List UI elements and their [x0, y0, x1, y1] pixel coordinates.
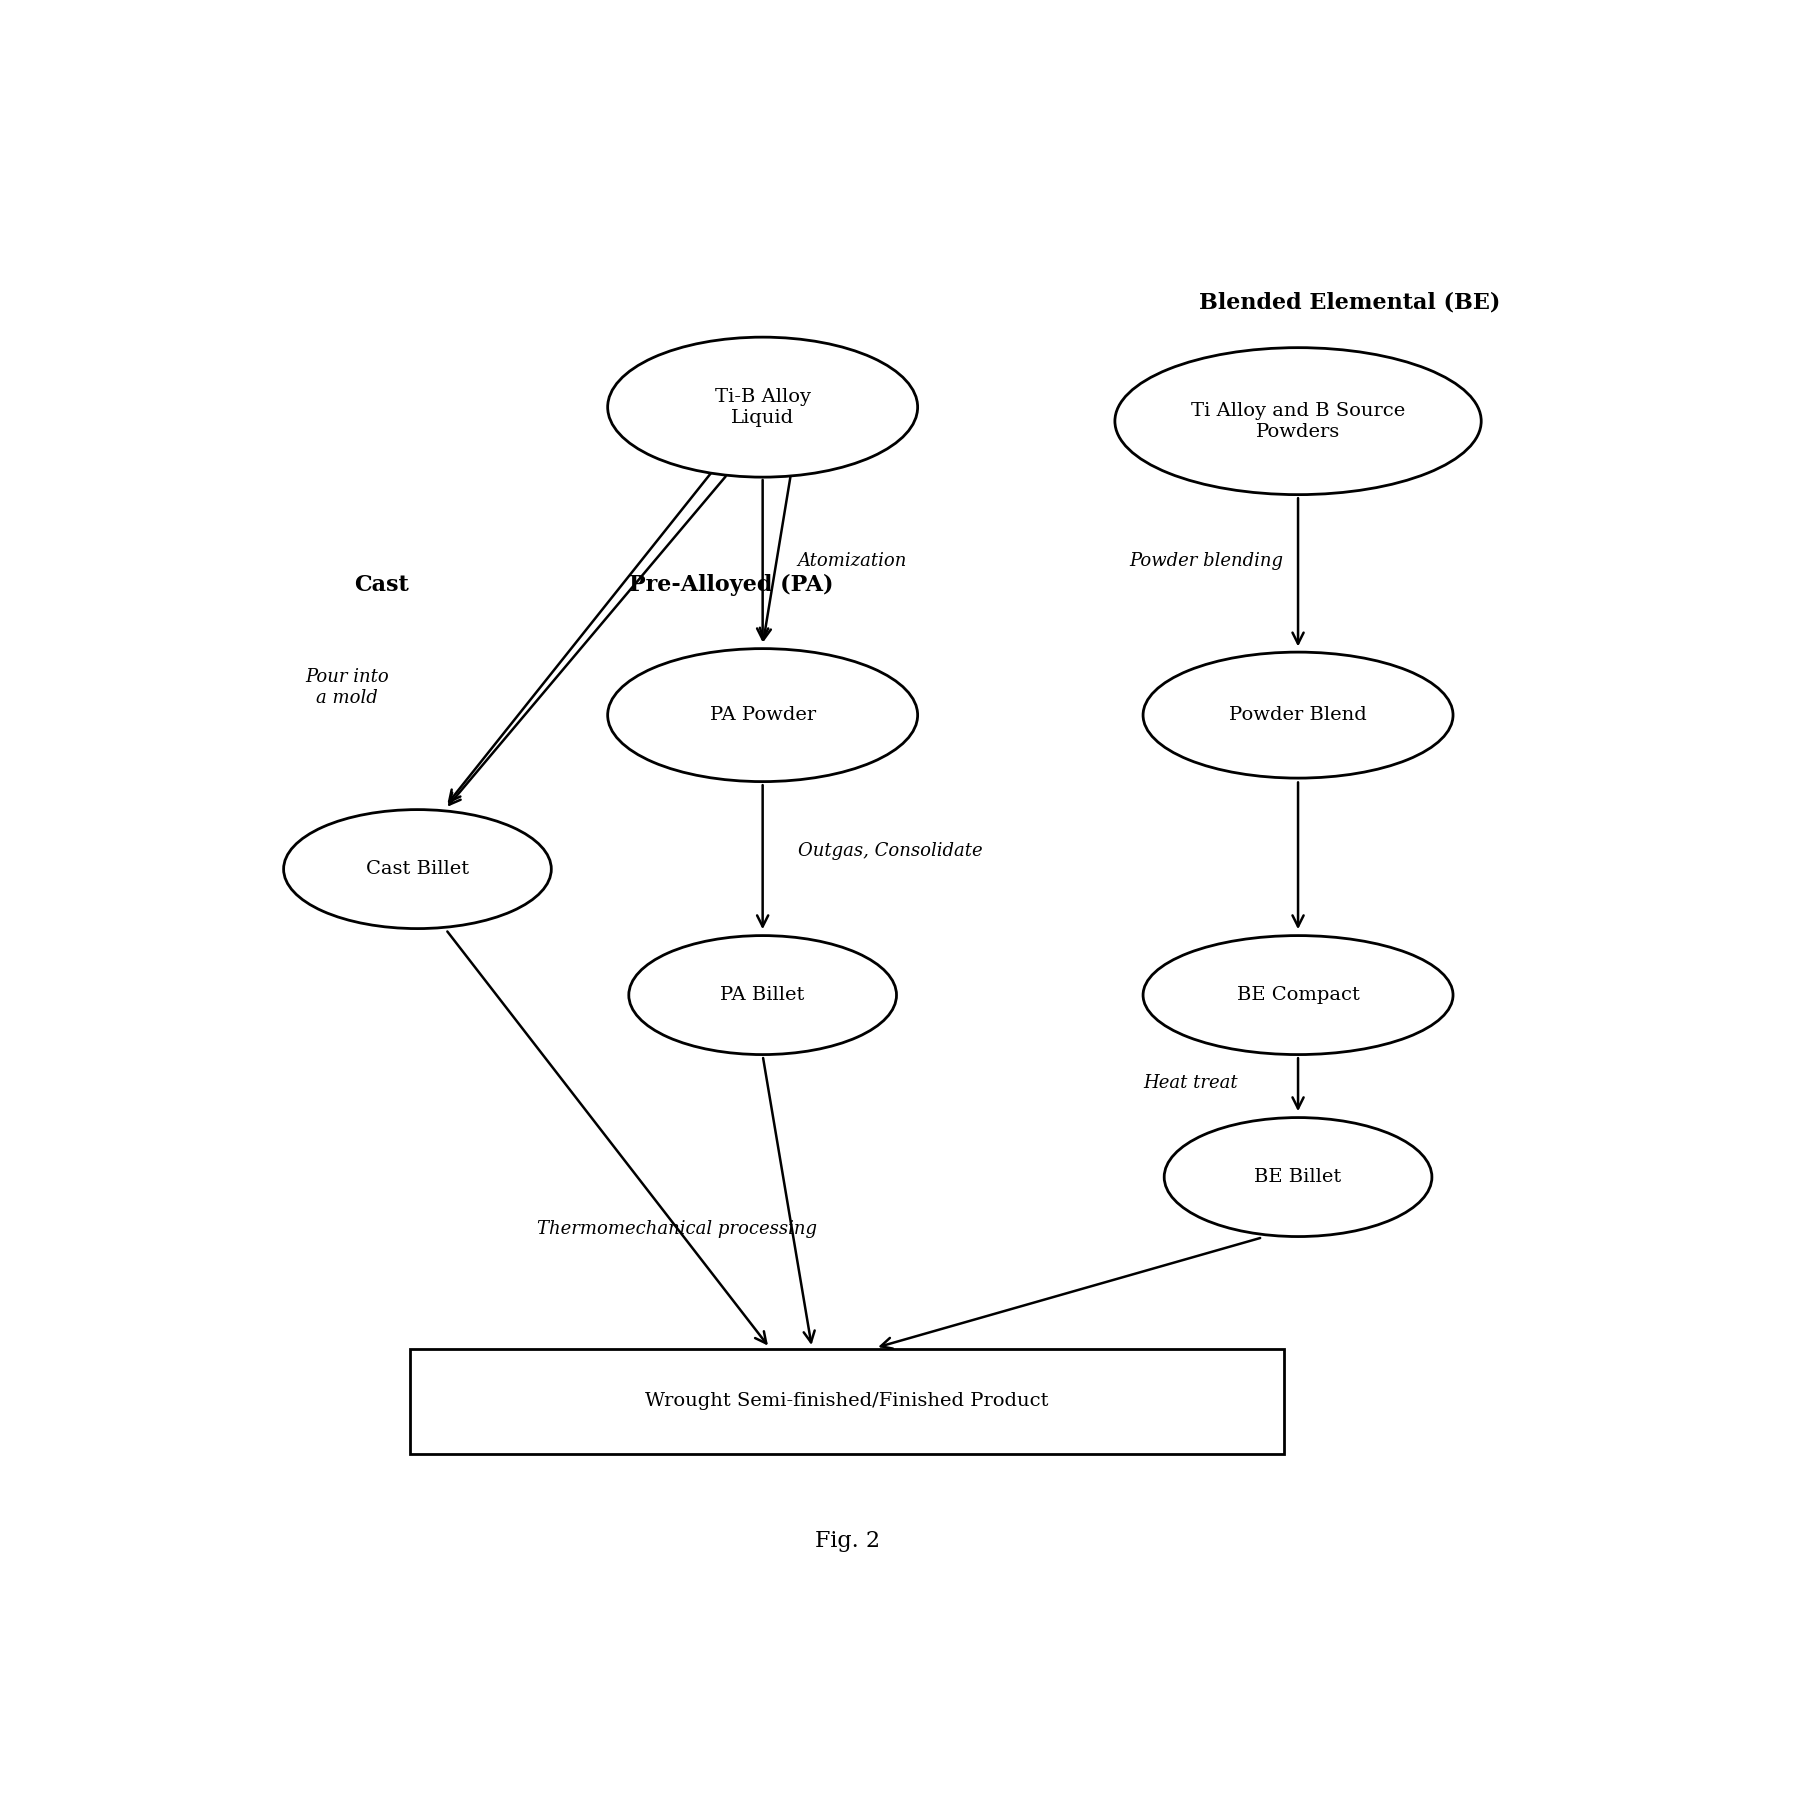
Ellipse shape — [1144, 653, 1453, 778]
Ellipse shape — [284, 809, 551, 929]
FancyBboxPatch shape — [411, 1349, 1284, 1454]
Text: Pour into
a mold: Pour into a mold — [305, 667, 389, 707]
Text: BE Compact: BE Compact — [1236, 985, 1360, 1004]
Ellipse shape — [629, 936, 896, 1054]
Text: Outgas, Consolidate: Outgas, Consolidate — [798, 842, 982, 860]
Text: Powder blending: Powder blending — [1129, 553, 1284, 571]
Text: Atomization: Atomization — [798, 553, 907, 571]
Text: PA Powder: PA Powder — [709, 705, 816, 724]
Text: Thermomechanical processing: Thermomechanical processing — [538, 1220, 818, 1238]
Text: Ti Alloy and B Source
Powders: Ti Alloy and B Source Powders — [1191, 402, 1405, 440]
Text: Fig. 2: Fig. 2 — [814, 1531, 880, 1553]
Ellipse shape — [1114, 347, 1482, 494]
Text: Cast: Cast — [355, 574, 409, 596]
Text: Blended Elemental (BE): Blended Elemental (BE) — [1200, 291, 1502, 313]
Text: Ti-B Alloy
Liquid: Ti-B Alloy Liquid — [714, 387, 811, 427]
Ellipse shape — [1144, 936, 1453, 1054]
Text: Heat treat: Heat treat — [1144, 1074, 1238, 1093]
Text: Cast Billet: Cast Billet — [365, 860, 469, 878]
Ellipse shape — [1164, 1118, 1433, 1236]
Text: BE Billet: BE Billet — [1254, 1167, 1342, 1185]
Text: Wrought Semi-finished/Finished Product: Wrought Semi-finished/Finished Product — [645, 1393, 1049, 1411]
Text: Powder Blend: Powder Blend — [1229, 705, 1367, 724]
Text: PA Billet: PA Billet — [720, 985, 805, 1004]
Ellipse shape — [607, 336, 918, 476]
Text: Pre-Alloyed (PA): Pre-Alloyed (PA) — [629, 574, 833, 596]
Ellipse shape — [607, 649, 918, 782]
